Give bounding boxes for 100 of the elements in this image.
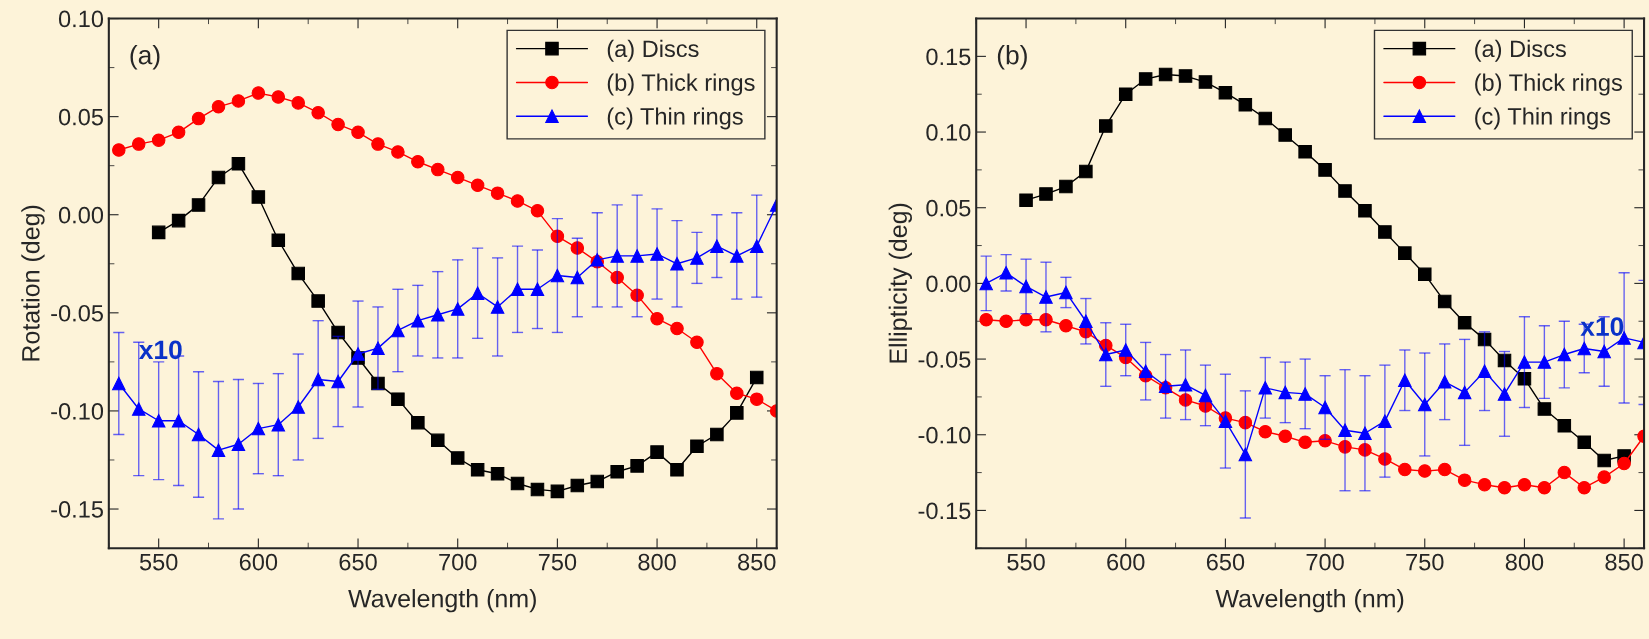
point [1059, 319, 1073, 333]
point [431, 162, 445, 177]
point [490, 186, 505, 200]
point [351, 125, 365, 140]
point [1557, 347, 1572, 362]
point [570, 478, 585, 493]
point [211, 170, 226, 185]
point [1059, 179, 1073, 194]
point [431, 433, 445, 448]
point [391, 145, 405, 159]
point [171, 413, 186, 428]
point [1378, 452, 1392, 466]
point [251, 190, 266, 204]
point [1118, 87, 1133, 101]
point [610, 464, 624, 479]
point [371, 137, 385, 151]
y-tick-label: -0.15 [918, 502, 971, 520]
x-tick-label: 700 [1306, 553, 1344, 571]
point [1059, 285, 1073, 300]
y-axis-title: Rotation (deg) [21, 205, 45, 361]
point [1517, 355, 1532, 369]
point [411, 415, 425, 430]
point [670, 321, 684, 336]
point [1537, 480, 1552, 495]
point [1417, 464, 1432, 478]
point [1338, 184, 1352, 198]
point [1398, 246, 1412, 260]
legend-label: (c) Thin rings [1475, 107, 1611, 130]
legend-label: (b) Thick rings [1475, 73, 1622, 96]
point [749, 370, 764, 385]
annotation: x10 [1580, 317, 1624, 336]
x-tick-label: 800 [638, 553, 676, 571]
point [1218, 85, 1233, 100]
point [670, 257, 684, 271]
point [1437, 462, 1452, 477]
point [1278, 385, 1292, 400]
y-axis-title: Ellipticity (deg) [888, 203, 912, 363]
point [391, 392, 405, 406]
point [510, 194, 525, 208]
point [1298, 387, 1312, 401]
point [131, 402, 146, 416]
point [1178, 378, 1193, 392]
point [1417, 267, 1432, 282]
point [710, 366, 724, 381]
point [1398, 373, 1412, 388]
point [1537, 355, 1552, 369]
point [1278, 429, 1292, 444]
y-tick-label: -0.05 [51, 304, 103, 322]
y-tick-label: 0.10 [926, 124, 971, 141]
point [271, 233, 286, 247]
point [191, 427, 206, 442]
point [1019, 193, 1033, 207]
point [331, 117, 345, 132]
y-tick-label: -0.05 [918, 351, 971, 368]
y-tick-label: 0.10 [58, 10, 104, 28]
point [1338, 440, 1352, 454]
point [690, 335, 704, 350]
point [1258, 424, 1273, 439]
y-tick-label: 0.05 [58, 108, 103, 126]
y-tick-label: 0.00 [58, 206, 104, 224]
point [1457, 315, 1472, 330]
point [151, 413, 166, 428]
point [610, 270, 624, 285]
x-tick-label: 650 [339, 553, 377, 571]
x-tick-label: 600 [1107, 553, 1145, 571]
point [1178, 69, 1193, 83]
point [550, 229, 565, 244]
point [1378, 225, 1392, 239]
point [311, 105, 325, 120]
point [1577, 341, 1592, 356]
x-tick-label: 550 [139, 553, 178, 571]
point [530, 482, 545, 497]
point [979, 276, 993, 291]
y-tick-label: -0.10 [918, 426, 971, 444]
point [311, 294, 325, 308]
point [1557, 465, 1572, 480]
point [371, 376, 385, 391]
point [1417, 397, 1432, 412]
y-tick-label: -0.15 [51, 501, 103, 518]
point [1477, 332, 1492, 347]
point [1437, 294, 1452, 309]
point [749, 392, 764, 406]
x-tick-label: 700 [439, 553, 477, 571]
point [470, 463, 485, 477]
point [1517, 371, 1532, 386]
point [1198, 75, 1213, 89]
point [1318, 400, 1332, 415]
point [650, 247, 664, 261]
point [530, 204, 545, 218]
point [1138, 364, 1153, 378]
point [650, 311, 664, 326]
point [1457, 473, 1472, 487]
point [251, 86, 266, 100]
point [331, 374, 345, 389]
y-tick-label: -0.10 [51, 402, 104, 420]
point [1238, 415, 1253, 430]
point [749, 239, 764, 253]
x-tick-label: 750 [1406, 553, 1444, 571]
point [1118, 343, 1133, 357]
point [1358, 426, 1372, 440]
